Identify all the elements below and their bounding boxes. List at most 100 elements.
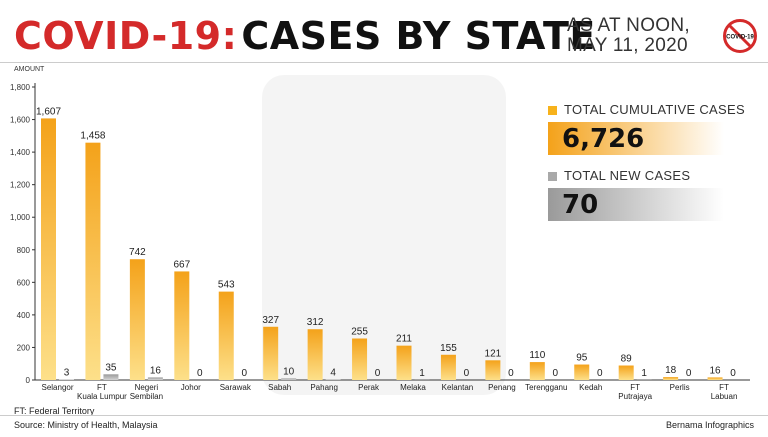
x-tick-label: FT xyxy=(630,383,640,392)
y-tick-label: 800 xyxy=(17,246,31,255)
bar-new xyxy=(281,378,297,380)
bar-new-label: 0 xyxy=(241,368,247,379)
y-tick-label: 1,400 xyxy=(10,148,31,157)
no-covid-icon: COVID-19 xyxy=(722,18,758,54)
no-covid-icon-graphic: COVID-19 xyxy=(723,19,757,53)
y-tick-label: 1,600 xyxy=(10,116,31,125)
source: Source: Ministry of Health, Malaysia xyxy=(14,420,158,430)
bar-cumulative-label: 18 xyxy=(665,365,677,376)
as-at-date: AS AT NOON, MAY 11, 2020 xyxy=(567,16,690,56)
bar-cumulative-label: 667 xyxy=(173,259,190,270)
bar-new-label: 0 xyxy=(730,368,736,379)
legend-cumulative-bar xyxy=(548,122,724,155)
bar-cumulative-label: 211 xyxy=(396,334,412,345)
x-tick-label: Perlis xyxy=(670,383,690,392)
x-tick-label: Sarawak xyxy=(220,383,252,392)
x-tick-label: Melaka xyxy=(400,383,426,392)
x-tick-label: Sabah xyxy=(268,383,291,392)
bar-cumulative xyxy=(218,291,234,380)
x-tick-label: Terengganu xyxy=(525,383,567,392)
y-tick-label: 1,800 xyxy=(10,83,31,92)
bar-cumulative-label: 121 xyxy=(485,348,502,359)
bar-cumulative-label: 1,607 xyxy=(36,106,61,117)
bar-new xyxy=(147,377,163,380)
bar-new xyxy=(103,374,119,380)
legend-new-swatch xyxy=(548,172,557,181)
as-at-line2: MAY 11, 2020 xyxy=(567,35,688,56)
page-title: COVID-19: CASES BY STATE xyxy=(14,14,596,58)
bar-cumulative xyxy=(263,326,279,380)
y-tick-label: 1,000 xyxy=(10,213,31,222)
x-tick-label: Labuan xyxy=(711,392,738,401)
bar-cumulative-label: 95 xyxy=(576,353,588,364)
bar-cumulative-label: 312 xyxy=(307,317,324,328)
bar-new xyxy=(325,379,341,380)
bar-cumulative xyxy=(485,360,501,380)
bar-cumulative-label: 110 xyxy=(529,350,545,361)
x-tick-label: Perak xyxy=(358,383,380,392)
x-tick-label: Putrajaya xyxy=(618,392,652,401)
bar-new-label: 0 xyxy=(197,368,203,379)
legend-new-value: 70 xyxy=(562,190,599,220)
title-cases-by-state: CASES BY STATE xyxy=(241,14,596,58)
bar-cumulative xyxy=(529,362,545,380)
bar-cumulative xyxy=(574,364,590,380)
bar-cumulative-label: 155 xyxy=(440,343,457,354)
x-tick-label: FT xyxy=(719,383,729,392)
y-tick-label: 600 xyxy=(17,278,31,287)
bar-cumulative xyxy=(129,259,145,380)
legend-cumulative-swatch xyxy=(548,106,557,115)
bar-cumulative xyxy=(440,354,456,380)
legend-new-label: TOTAL NEW CASES xyxy=(564,168,691,183)
bar-new-label: 0 xyxy=(464,368,470,379)
bar-new-label: 16 xyxy=(150,365,162,376)
title-divider xyxy=(0,62,768,63)
x-tick-label: Pahang xyxy=(310,383,338,392)
x-tick-label: Kedah xyxy=(579,383,602,392)
bar-cumulative-label: 742 xyxy=(129,247,146,258)
as-at-line1: AS AT NOON, xyxy=(567,15,690,36)
bar-cumulative-label: 89 xyxy=(621,354,633,365)
bar-new-label: 10 xyxy=(283,366,295,377)
bar-cumulative xyxy=(707,377,723,380)
bar-new-label: 3 xyxy=(64,368,70,379)
bar-cumulative-label: 543 xyxy=(218,280,235,291)
bar-new-label: 0 xyxy=(553,368,559,379)
x-tick-label: Kuala Lumpur xyxy=(77,392,127,401)
bar-new-label: 0 xyxy=(597,368,603,379)
y-tick-label: 200 xyxy=(17,343,31,352)
x-tick-label: Penang xyxy=(488,383,516,392)
x-tick-label: Kelantan xyxy=(442,383,474,392)
bar-cumulative xyxy=(41,118,56,381)
bar-new-label: 0 xyxy=(686,368,692,379)
bar-new-label: 0 xyxy=(375,368,381,379)
bar-new-label: 4 xyxy=(330,367,336,378)
footer-divider xyxy=(0,415,768,416)
bar-cumulative xyxy=(307,329,323,380)
bar-cumulative xyxy=(174,271,190,380)
legend-new-bar xyxy=(548,188,724,221)
x-tick-label: FT xyxy=(97,383,107,392)
x-tick-label: Selangor xyxy=(41,383,73,392)
bar-cumulative-label: 1,458 xyxy=(80,131,105,142)
watermark-logo xyxy=(262,75,506,395)
footnote: FT: Federal Territory xyxy=(14,406,95,416)
bar-cumulative-label: 255 xyxy=(351,326,368,337)
x-tick-label: Sembilan xyxy=(130,392,163,401)
legend-cumulative-label: TOTAL CUMULATIVE CASES xyxy=(564,102,745,117)
bar-cumulative xyxy=(85,142,101,380)
legend-cumulative-value: 6,726 xyxy=(562,124,645,154)
bar-cumulative xyxy=(663,377,679,380)
bar-cumulative-label: 327 xyxy=(262,315,279,326)
y-axis-label: AMOUNT xyxy=(14,66,45,73)
logo-text: COVID-19 xyxy=(726,35,754,41)
credit: Bernama Infographics xyxy=(665,420,754,430)
bar-new-label: 0 xyxy=(508,368,514,379)
bars: 1,60731,45835742166670543032710312425502… xyxy=(36,106,736,381)
bar-new-label: 1 xyxy=(419,368,425,379)
bar-new-label: 1 xyxy=(641,368,647,379)
bar-new-label: 35 xyxy=(105,362,117,373)
